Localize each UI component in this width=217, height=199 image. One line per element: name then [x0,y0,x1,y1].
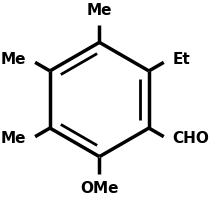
Text: Et: Et [172,52,190,67]
Text: Me: Me [1,52,26,67]
Text: OMe: OMe [80,181,119,196]
Text: Me: Me [1,131,26,146]
Text: Me: Me [87,3,112,18]
Text: CHO: CHO [172,131,209,146]
